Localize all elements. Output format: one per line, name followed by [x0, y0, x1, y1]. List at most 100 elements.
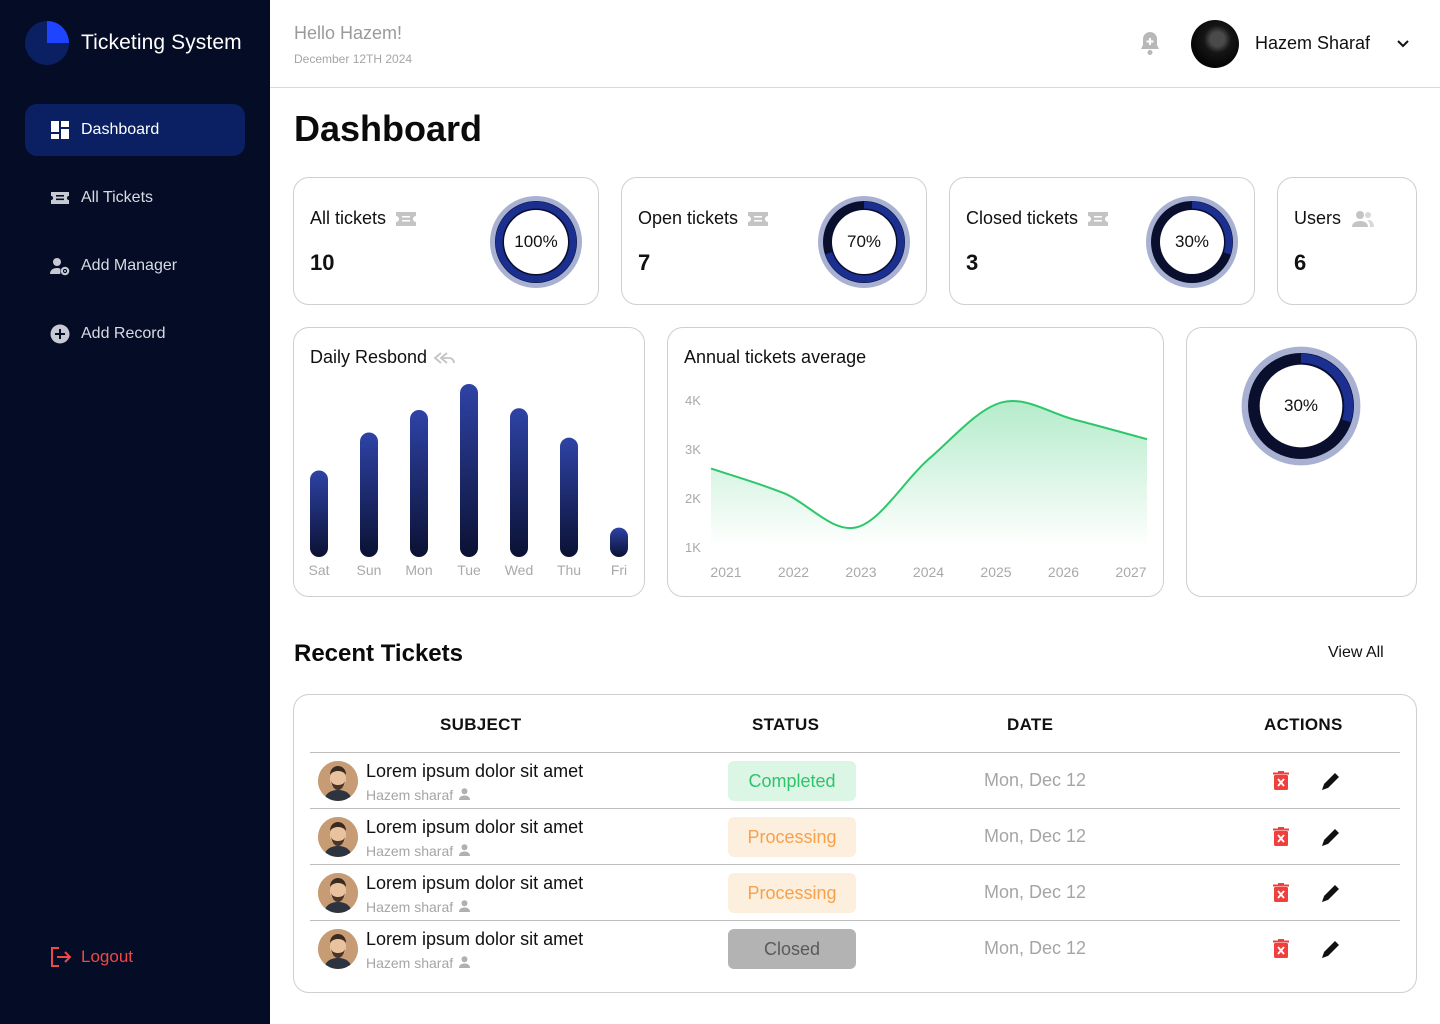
- stat-label: Closed tickets: [966, 208, 1079, 228]
- stat-value: 6: [1294, 250, 1307, 275]
- delete-icon[interactable]: [1273, 939, 1289, 959]
- ring-progress-arc: [495, 201, 577, 283]
- ticket-subject[interactable]: Lorem ipsum dolor sit amet: [366, 873, 584, 893]
- bar: [310, 470, 328, 557]
- table-row[interactable]: Lorem ipsum dolor sit amet Hazem sharaf …: [310, 752, 1400, 808]
- stat-value: 3: [966, 250, 979, 275]
- delete-icon[interactable]: [1273, 771, 1289, 791]
- progress-ring: 30%: [1144, 194, 1240, 290]
- daily-respond-chart: Daily Resbond Sat Sun Mon Tue Wed Thu Fri: [293, 327, 645, 597]
- x-tick-label: Thu: [557, 562, 581, 578]
- ring-progress-arc: [1248, 353, 1354, 459]
- stat-label-wrap: Closed tickets: [966, 208, 1109, 229]
- status-badge: Completed: [728, 761, 856, 801]
- ticket-subject[interactable]: Lorem ipsum dolor sit amet: [366, 817, 584, 837]
- logout-icon: [51, 947, 72, 967]
- chart-title-wrap: Annual tickets average: [684, 347, 866, 368]
- series-line: [710, 400, 1148, 530]
- x-tick-label: 2022: [778, 564, 809, 580]
- y-tick-label: 2K: [685, 491, 701, 506]
- progress-ring-large: 30%: [1239, 344, 1363, 468]
- table-row[interactable]: Lorem ipsum dolor sit amet Hazem sharaf …: [310, 864, 1400, 920]
- users-icon: [1352, 210, 1375, 227]
- progress-ring-graphic: [1146, 196, 1238, 288]
- x-tick-label: 2021: [710, 564, 741, 580]
- logout-button[interactable]: Logout: [50, 946, 133, 968]
- app-title: Ticketing System: [81, 31, 242, 54]
- ticket-subject[interactable]: Lorem ipsum dolor sit amet: [366, 761, 584, 781]
- ticket-subject[interactable]: Lorem ipsum dolor sit amet: [366, 929, 584, 949]
- ticket-date: Mon, Dec 12: [984, 938, 1087, 958]
- user-name[interactable]: Hazem Sharaf: [1255, 33, 1371, 53]
- chart-title-wrap: Daily Resbond: [310, 347, 455, 368]
- ticket-author-wrap: Hazem sharaf: [366, 787, 471, 803]
- user-icon: [453, 899, 471, 915]
- delete-icon[interactable]: [1273, 827, 1289, 847]
- ring-center: [504, 210, 568, 274]
- sidebar-item-label: Add Manager: [81, 257, 178, 274]
- ticket-icon: [1088, 211, 1109, 226]
- edit-icon[interactable]: [1320, 938, 1342, 960]
- stat-label-wrap: All tickets: [310, 208, 417, 229]
- bar: [510, 408, 528, 557]
- column-header-subject: SUBJECT: [440, 715, 522, 734]
- brand: Ticketing System: [24, 20, 242, 66]
- stat-label: Open tickets: [638, 208, 739, 228]
- table-row[interactable]: Lorem ipsum dolor sit amet Hazem sharaf …: [310, 920, 1400, 976]
- x-tick-label: Sun: [357, 562, 382, 578]
- avatar: [318, 817, 358, 857]
- bar: [610, 527, 628, 557]
- sidebar: Ticketing System Dashboard All Tickets A…: [0, 0, 270, 1024]
- bar: [360, 432, 378, 557]
- sidebar-item-label: Dashboard: [81, 121, 160, 138]
- edit-icon[interactable]: [1320, 882, 1342, 904]
- bar: [560, 437, 578, 557]
- x-tick-label: 2025: [980, 564, 1011, 580]
- delete-icon[interactable]: [1273, 883, 1289, 903]
- status-badge: Processing: [728, 817, 856, 857]
- stat-label: All tickets: [310, 208, 387, 228]
- progress-ring-label: 30%: [1174, 232, 1210, 251]
- sidebar-item-add-manager[interactable]: Add Manager: [25, 240, 245, 292]
- chevron-down-icon[interactable]: [1396, 37, 1410, 51]
- reply-all-icon: [433, 351, 455, 364]
- column-header-actions: ACTIONS: [1264, 715, 1343, 734]
- progress-ring: 70%: [816, 194, 912, 290]
- ticket-date: Mon, Dec 12: [984, 770, 1087, 790]
- ring-progress-arc: [1151, 201, 1233, 283]
- header-date: December 12TH 2024: [294, 52, 413, 66]
- edit-icon[interactable]: [1320, 770, 1342, 792]
- status-badge: Closed: [728, 929, 856, 969]
- table-row[interactable]: Lorem ipsum dolor sit amet Hazem sharaf …: [310, 808, 1400, 864]
- logo-icon: [25, 21, 69, 65]
- progress-ring-graphic: [818, 196, 910, 288]
- stat-label-wrap: Open tickets: [638, 208, 769, 229]
- stat-card-all-tickets: All tickets 10 100%: [293, 177, 599, 305]
- sidebar-item-add-record[interactable]: Add Record: [25, 308, 245, 360]
- ticket-icon: [51, 192, 69, 204]
- ring-center: [1259, 364, 1343, 448]
- recent-tickets-table: SUBJECT STATUS DATE ACTIONS Lorem ipsum …: [293, 694, 1417, 993]
- section-title: Recent Tickets: [294, 640, 463, 667]
- sidebar-item-dashboard[interactable]: Dashboard: [25, 104, 245, 156]
- ticket-icon: [748, 211, 769, 226]
- edit-icon[interactable]: [1320, 826, 1342, 848]
- sidebar-item-all-tickets[interactable]: All Tickets: [25, 172, 245, 224]
- sidebar-item-label: All Tickets: [81, 189, 154, 206]
- column-header-date: DATE: [1007, 715, 1054, 734]
- area-chart-plot: 4K 3K 2K 1K 2021 2022 2023 2024 2025 2026 2027: [685, 393, 1148, 580]
- progress-ring-label: 100%: [514, 232, 558, 251]
- progress-ring-graphic: [1241, 346, 1361, 466]
- stat-value: 7: [638, 250, 651, 275]
- ring-progress-arc: [823, 201, 905, 283]
- bell-icon[interactable]: [1138, 30, 1162, 56]
- view-all-link[interactable]: View All: [1328, 644, 1384, 661]
- user-avatar[interactable]: [1191, 20, 1239, 68]
- x-tick-label: Sat: [308, 562, 329, 578]
- ring-center: [1160, 210, 1224, 274]
- greeting: Hello Hazem!: [294, 23, 403, 43]
- stat-card-open-tickets: Open tickets 7 70%: [621, 177, 927, 305]
- user-icon: [453, 843, 471, 859]
- ticket-author: Hazem sharaf: [366, 899, 454, 915]
- ticket-author-wrap: Hazem sharaf: [366, 899, 471, 915]
